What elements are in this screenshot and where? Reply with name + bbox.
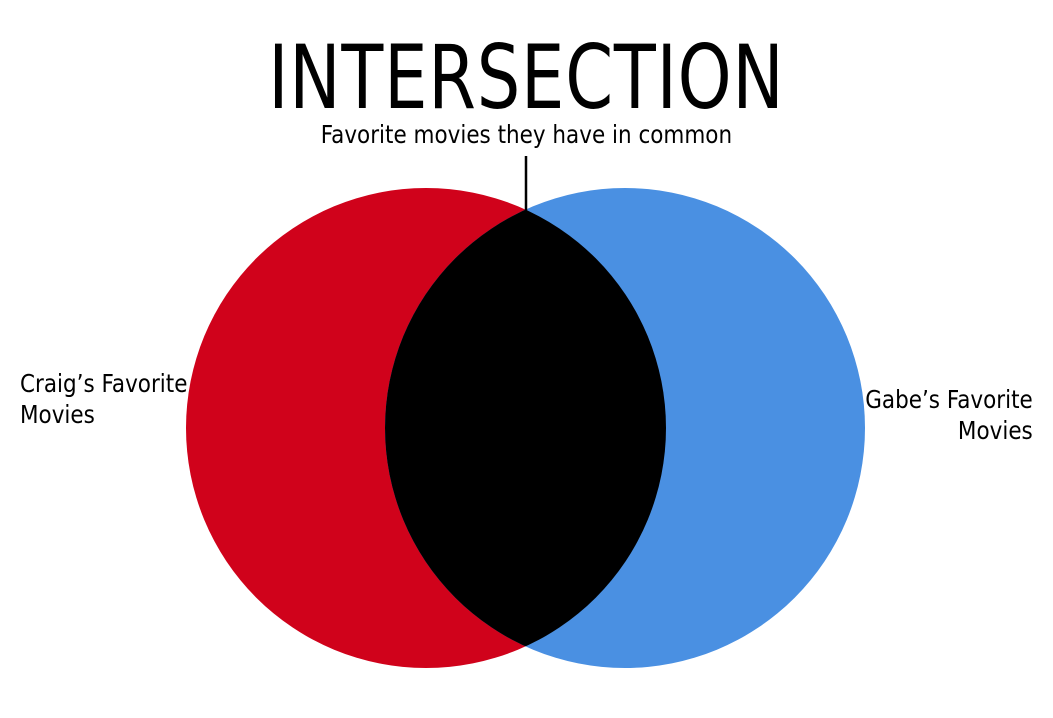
intersection-annotation: Favorite movies they have in common xyxy=(320,120,733,149)
annotation-arrow-head xyxy=(514,216,538,246)
craig-set-label: Craig’s Favorite Movies xyxy=(20,368,187,430)
gabe-set-label-line2: Movies xyxy=(958,416,1033,445)
intersection-region xyxy=(385,188,666,668)
gabe-set-label: Gabe’s Favorite Movies xyxy=(866,384,1033,446)
diagram-title: INTERSECTION xyxy=(268,26,785,129)
gabe-set-label-line1: Gabe’s Favorite xyxy=(865,385,1033,414)
craig-set-label-line2: Movies xyxy=(20,400,95,429)
craig-set-label-line1: Craig’s Favorite xyxy=(20,369,188,398)
